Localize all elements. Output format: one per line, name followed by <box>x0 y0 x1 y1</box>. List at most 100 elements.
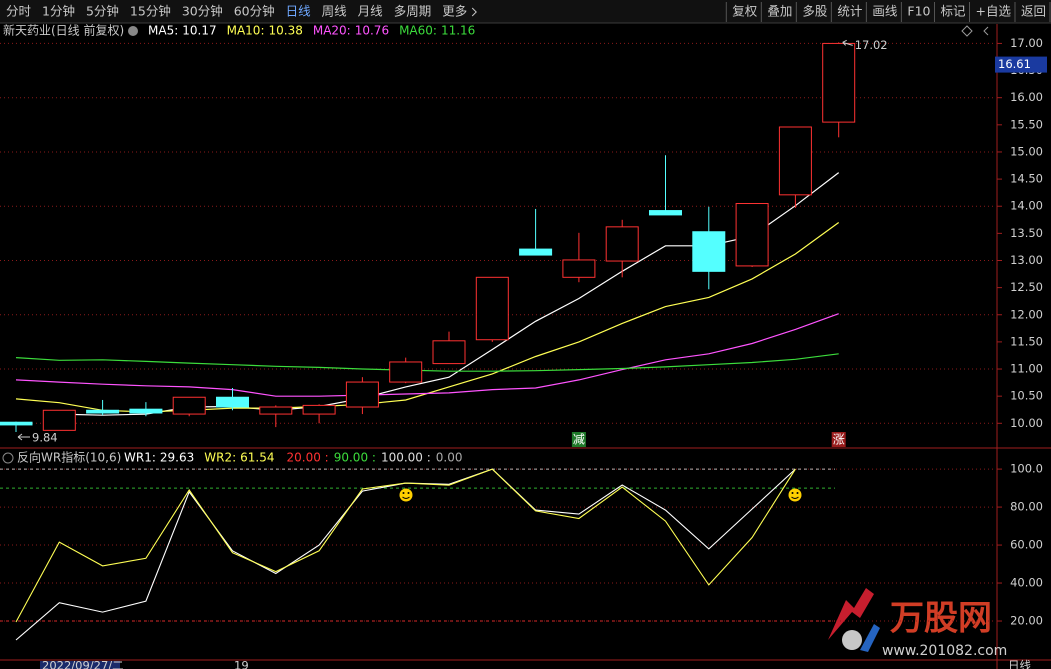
candle-body <box>605 226 639 262</box>
signal-label: 涨 <box>833 432 845 447</box>
candle-body <box>129 408 163 414</box>
tool-button[interactable]: F10 <box>907 4 930 19</box>
period-tab[interactable]: 周线 <box>322 4 348 19</box>
legend-value: 29.63 <box>160 451 194 465</box>
legend-name: MA60: <box>399 24 437 38</box>
watermark-name: 万股网 <box>890 599 992 639</box>
candle-body <box>519 248 553 256</box>
y-tick-label: 15.00 <box>1010 144 1043 158</box>
date-box <box>40 661 120 669</box>
legend-name: WR1: <box>124 451 156 465</box>
low-annotation: 9.84 <box>32 430 58 444</box>
indicator-title: 反向WR指标(10,6) <box>17 450 121 465</box>
logo-arrow <box>828 588 874 640</box>
tool-button[interactable]: 复权 <box>732 4 758 19</box>
period-tab[interactable]: 60分钟 <box>234 4 275 19</box>
y-tick-label: 15.50 <box>1010 117 1043 131</box>
period-tab[interactable]: 多周期 <box>394 4 432 19</box>
candle-body <box>172 396 206 415</box>
more-arrow <box>471 7 477 17</box>
tool-button[interactable]: 叠加 <box>767 4 792 19</box>
reference-label: 100.00 : <box>381 451 431 465</box>
legend-name: MA10: <box>227 24 265 38</box>
collapse-icon[interactable] <box>983 26 989 36</box>
annotation-arrow <box>842 39 853 46</box>
y-tick-label: 40.00 <box>1010 576 1043 590</box>
candle-body <box>259 406 293 415</box>
y-tick-label: 13.50 <box>1010 226 1043 240</box>
signal-label: 减 <box>573 433 585 447</box>
indicator-line <box>15 313 839 397</box>
candle-body <box>562 259 596 278</box>
candle-body <box>0 421 33 426</box>
y-tick-label: 12.00 <box>1010 307 1043 321</box>
price-tag: 16.61 <box>998 57 1031 71</box>
indicator-icon[interactable] <box>2 452 14 464</box>
indicator-line <box>15 353 839 372</box>
annotation-arrow <box>17 433 30 441</box>
period-tab[interactable]: 1分钟 <box>42 4 75 19</box>
y-tick-label: 12.50 <box>1010 280 1043 294</box>
period-tab[interactable]: 日线 <box>286 4 312 19</box>
watermark-url: www.201082.com <box>882 643 1007 659</box>
footer-period: 日线 <box>1008 659 1031 669</box>
candle-body <box>475 276 509 341</box>
reference-label: 0.00 <box>436 451 463 465</box>
candle-body <box>735 203 769 267</box>
period-tab[interactable]: 更多 <box>442 4 467 19</box>
y-tick-label: 10.00 <box>1010 416 1043 430</box>
stock-title: 新天药业(日线 前复权) <box>3 23 124 38</box>
candle-body <box>42 409 76 431</box>
period-tab[interactable]: 15分钟 <box>130 4 171 19</box>
y-tick-label: 13.00 <box>1010 253 1043 267</box>
tool-button[interactable]: 返回 <box>1021 4 1046 19</box>
footer-tick: 19 <box>234 659 249 669</box>
tool-button[interactable]: 统计 <box>837 4 862 19</box>
smiley-icon <box>788 488 802 502</box>
smiley-icon <box>399 488 413 502</box>
candle-body <box>649 210 682 216</box>
y-tick-label: 100.0 <box>1010 462 1043 476</box>
y-tick-label: 20.00 <box>1010 614 1043 628</box>
candle-body <box>692 231 726 272</box>
candle-body <box>86 409 120 414</box>
candle-body <box>302 404 336 415</box>
period-tab[interactable]: 分时 <box>6 4 32 19</box>
y-tick-label: 17.00 <box>1010 36 1043 50</box>
legend-value: 61.54 <box>240 451 274 465</box>
period-tab[interactable]: 5分钟 <box>86 4 119 19</box>
legend-name: WR2: <box>204 451 236 465</box>
settings-icon[interactable] <box>128 26 138 36</box>
tool-button[interactable]: +自选 <box>976 4 1012 19</box>
tool-button[interactable]: 画线 <box>872 4 898 19</box>
y-tick-label: 10.50 <box>1010 389 1043 403</box>
legend-name: MA5: <box>148 24 178 38</box>
legend-value: 11.16 <box>441 24 475 38</box>
y-tick-label: 60.00 <box>1010 538 1043 552</box>
period-tab[interactable]: 30分钟 <box>182 4 223 19</box>
high-annotation: 17.02 <box>855 38 888 52</box>
tool-button[interactable]: 标记 <box>940 4 966 19</box>
candle-body <box>778 126 812 196</box>
candle-body <box>822 42 856 123</box>
period-tab[interactable]: 月线 <box>358 4 384 19</box>
legend-name: MA20: <box>313 24 351 38</box>
logo-figure <box>842 630 862 650</box>
y-tick-label: 11.50 <box>1010 334 1043 348</box>
legend-value: 10.17 <box>182 24 216 38</box>
tool-button[interactable]: 多股 <box>802 4 828 19</box>
legend-value: 10.76 <box>355 24 389 38</box>
reference-label: 90.00 : <box>334 451 376 465</box>
candle-body <box>389 361 423 383</box>
signal-box <box>831 432 846 447</box>
diamond-icon[interactable] <box>961 25 973 37</box>
price-tag-box <box>995 56 1047 73</box>
reference-label: 20.00 : <box>287 451 329 465</box>
y-tick-label: 80.00 <box>1010 500 1043 514</box>
y-tick-label: 16.00 <box>1010 90 1043 104</box>
y-tick-label: 14.50 <box>1010 172 1043 186</box>
legend-value: 10.38 <box>268 24 302 38</box>
footer-date: 2022/09/27/二 <box>42 659 124 669</box>
watermark: 万股网 www.201082.com <box>828 588 1007 659</box>
